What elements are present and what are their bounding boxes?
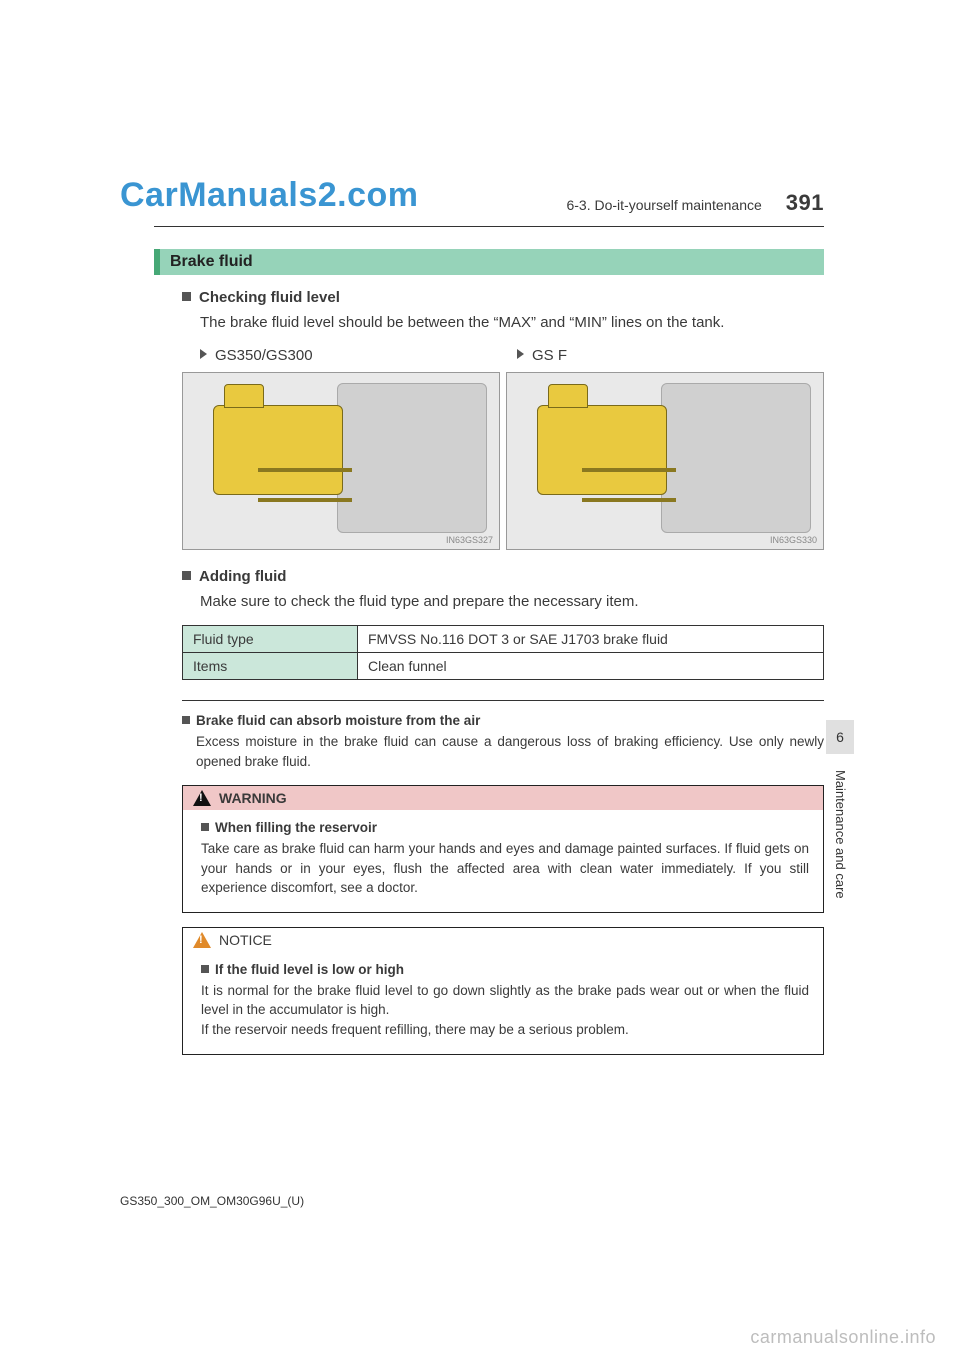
adding-heading: Adding fluid: [182, 568, 824, 585]
warning-body: When filling the reservoir Take care as …: [183, 810, 823, 912]
warning-icon: [193, 790, 211, 806]
page-content: 6-3. Do-it-yourself maintenance 391 Brak…: [154, 190, 824, 1069]
table-row: Items Clean funnel: [183, 653, 824, 680]
adding-title: Adding fluid: [199, 568, 286, 585]
fluid-tank-shape: [213, 405, 343, 495]
document-code: GS350_300_OM_OM30G96U_(U): [120, 1194, 304, 1208]
square-bullet-icon: [182, 292, 191, 301]
max-line: [258, 468, 352, 472]
notice-subtitle: If the fluid level is low or high: [215, 962, 404, 977]
notice-label: NOTICE: [219, 932, 272, 948]
adding-text: Make sure to check the fluid type and pr…: [200, 591, 824, 614]
chapter-tab: 6: [826, 720, 854, 754]
notice-text-2: If the reservoir needs frequent refillin…: [201, 1020, 809, 1040]
divider: [182, 700, 824, 701]
figures-row: IN63GS327 IN63GS330: [182, 372, 824, 550]
square-bullet-icon: [201, 965, 209, 973]
notice-subtitle-row: If the fluid level is low or high: [201, 962, 809, 977]
table-label: Items: [183, 653, 358, 680]
square-bullet-icon: [201, 823, 209, 831]
warning-header: WARNING: [183, 786, 823, 810]
figure-left: IN63GS327: [182, 372, 500, 550]
table-label: Fluid type: [183, 626, 358, 653]
warning-subtitle: When filling the reservoir: [215, 820, 377, 835]
table-value: Clean funnel: [358, 653, 824, 680]
chapter-label: Maintenance and care: [833, 770, 848, 899]
engine-shape: [337, 383, 487, 533]
moisture-text: Excess moisture in the brake fluid can c…: [196, 732, 824, 771]
notice-text-1: It is normal for the brake fluid level t…: [201, 981, 809, 1020]
section-label: 6-3. Do-it-yourself maintenance: [566, 197, 761, 213]
min-line: [258, 498, 352, 502]
checking-title: Checking fluid level: [199, 289, 340, 306]
engine-shape: [661, 383, 811, 533]
square-bullet-icon: [182, 571, 191, 580]
min-line: [582, 498, 676, 502]
notice-header: NOTICE: [183, 928, 823, 952]
watermark-bottom: carmanualsonline.info: [750, 1327, 936, 1348]
section-title-bar: Brake fluid: [154, 249, 824, 275]
warning-box: WARNING When filling the reservoir Take …: [182, 785, 824, 913]
moisture-title: Brake fluid can absorb moisture from the…: [196, 713, 480, 728]
notice-box: NOTICE If the fluid level is low or high…: [182, 927, 824, 1055]
model-right: GS F: [532, 347, 567, 364]
notice-body: If the fluid level is low or high It is …: [183, 952, 823, 1054]
main-content: Checking fluid level The brake fluid lev…: [154, 289, 824, 1055]
notice-icon: [193, 932, 211, 948]
square-bullet-icon: [182, 716, 190, 724]
spec-table: Fluid type FMVSS No.116 DOT 3 or SAE J17…: [182, 625, 824, 680]
warning-label: WARNING: [219, 790, 287, 806]
table-row: Fluid type FMVSS No.116 DOT 3 or SAE J17…: [183, 626, 824, 653]
model-left: GS350/GS300: [215, 347, 313, 364]
checking-heading: Checking fluid level: [182, 289, 824, 306]
model-labels: GS350/GS300 GS F: [200, 347, 824, 364]
figure-id-right: IN63GS330: [770, 535, 817, 545]
warning-text: Take care as brake fluid can harm your h…: [201, 839, 809, 898]
checking-text: The brake fluid level should be between …: [200, 312, 824, 335]
page-header: 6-3. Do-it-yourself maintenance 391: [154, 190, 824, 216]
max-line: [582, 468, 676, 472]
figure-id-left: IN63GS327: [446, 535, 493, 545]
fluid-tank-shape: [537, 405, 667, 495]
warning-subtitle-row: When filling the reservoir: [201, 820, 809, 835]
moisture-heading: Brake fluid can absorb moisture from the…: [182, 713, 824, 728]
figure-right: IN63GS330: [506, 372, 824, 550]
triangle-bullet-icon: [200, 349, 207, 359]
triangle-bullet-icon: [517, 349, 524, 359]
header-rule: [154, 226, 824, 227]
page-number: 391: [786, 190, 824, 216]
table-value: FMVSS No.116 DOT 3 or SAE J1703 brake fl…: [358, 626, 824, 653]
